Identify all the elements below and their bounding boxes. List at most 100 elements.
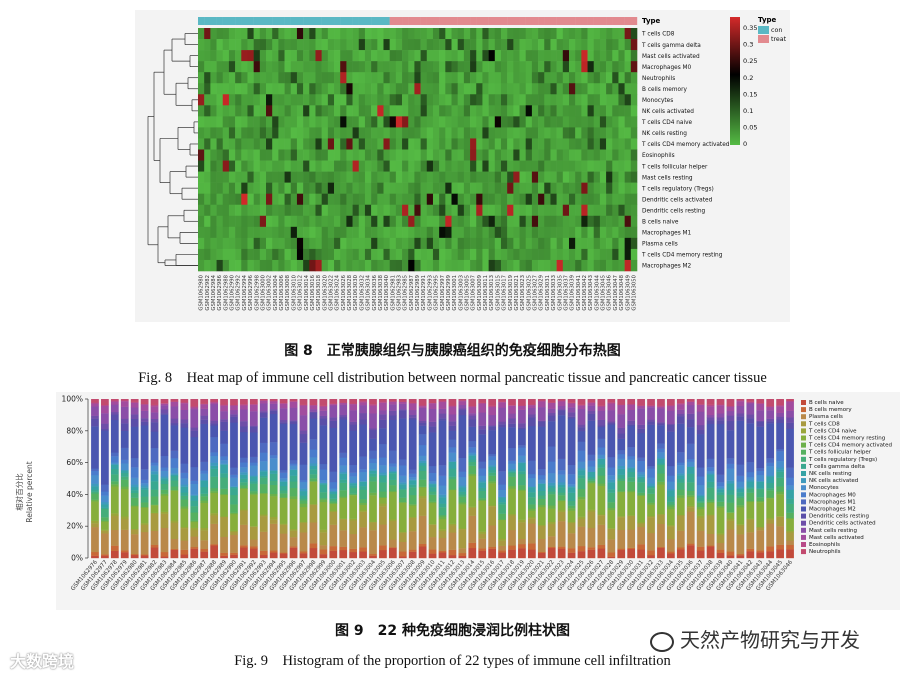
bar-segment: [339, 518, 348, 520]
heatmap-cell: [494, 116, 502, 128]
heatmap-cell: [476, 116, 483, 128]
bar-segment: [567, 521, 576, 524]
heatmap-cell: [334, 61, 341, 73]
bar-segment: [170, 418, 179, 424]
row-dendrogram: [147, 33, 198, 266]
heatmap-cell: [426, 182, 434, 194]
bar-segment: [547, 402, 556, 409]
bar-segment: [637, 544, 645, 550]
bar-segment: [259, 477, 268, 485]
heatmap-cell: [507, 259, 514, 272]
heatmap-cell: [364, 160, 372, 172]
heatmap-cell: [544, 215, 551, 228]
bar-segment: [637, 495, 645, 523]
heatmap-cell: [568, 171, 576, 183]
bar-segment: [448, 525, 457, 533]
bar-segment: [766, 421, 775, 424]
bar-segment: [567, 492, 576, 502]
heatmap-cell: [612, 193, 619, 206]
heatmap-cell: [315, 28, 322, 40]
heatmap-cell: [259, 215, 267, 228]
heatmap-cell: [235, 160, 242, 172]
heatmap-cell: [420, 160, 428, 172]
bar-segment: [716, 533, 725, 536]
bar-segment: [388, 466, 397, 472]
bar-segment: [547, 494, 556, 506]
bar-segment: [150, 406, 159, 413]
bar-segment: [746, 532, 755, 549]
annotation-cell: [470, 17, 477, 25]
heatmap-cell: [426, 83, 434, 95]
heatmap-cell: [445, 259, 452, 272]
heatmap-cell: [284, 50, 292, 62]
bar-segment: [458, 404, 467, 409]
bar-segment: [91, 399, 99, 403]
bar-segment: [329, 546, 338, 551]
bar-segment: [339, 549, 348, 559]
heatmap-cell: [364, 226, 372, 239]
heatmap-cell: [383, 61, 390, 73]
bar-segment: [527, 407, 536, 415]
heatmap-cell: [531, 160, 539, 172]
bar-segment: [637, 478, 645, 483]
bar-segment: [617, 549, 626, 559]
bar-segment: [736, 399, 745, 401]
heatmap-cell: [550, 160, 557, 172]
legend-label: Monocytes: [809, 485, 839, 491]
heatmap-cell: [334, 237, 341, 250]
bar-segment: [190, 409, 199, 428]
bar-segment: [508, 476, 516, 487]
annotation-cell: [457, 17, 465, 25]
heatmap-cell: [266, 149, 273, 161]
heatmap-cell: [575, 149, 582, 161]
bar-segment: [756, 474, 765, 482]
heatmap-cell: [210, 193, 217, 206]
heatmap-cell: [352, 204, 360, 217]
bar-segment: [120, 518, 129, 530]
bar-segment: [587, 471, 596, 473]
bar-segment: [319, 499, 328, 503]
bar-segment: [458, 491, 467, 495]
bar-segment: [686, 401, 695, 402]
bar-segment: [667, 553, 675, 559]
heatmap-column-label: GSM1063037: [563, 275, 569, 311]
heatmap-cell: [562, 39, 570, 51]
bar-segment: [756, 481, 765, 489]
bar-segment: [269, 516, 278, 520]
bar-segment: [359, 402, 367, 406]
heatmap-cell: [259, 226, 267, 239]
heatmap-cell: [247, 226, 254, 239]
bar-segment: [319, 418, 328, 426]
bar-segment: [607, 402, 616, 404]
heatmap-cell: [494, 215, 502, 228]
heatmap-cell: [340, 160, 347, 172]
heatmap-cell: [395, 83, 403, 95]
bar-segment: [597, 544, 606, 549]
heatmap-cell: [544, 193, 551, 206]
heatmap-cell: [216, 83, 224, 95]
bar-segment: [359, 547, 367, 552]
bar-segment: [448, 439, 457, 448]
heatmap-cell: [599, 72, 607, 84]
heatmap-cell: [395, 39, 403, 51]
heatmap-cell: [500, 105, 508, 117]
bar-segment: [547, 523, 556, 537]
bar-segment: [279, 481, 288, 487]
heatmap-cell: [587, 39, 595, 51]
bar-segment: [498, 484, 506, 490]
bar-segment: [359, 471, 367, 482]
bar-segment: [696, 495, 705, 498]
bar-segment: [766, 490, 775, 498]
heatmap-cell: [568, 50, 576, 62]
bar-segment: [230, 513, 238, 531]
bar-segment: [329, 404, 338, 406]
heatmap-cell: [618, 28, 625, 40]
bar-segment: [408, 403, 417, 411]
bar-segment: [230, 422, 238, 468]
bar-segment: [627, 459, 636, 468]
heatmap-cell: [451, 204, 458, 217]
bar-segment: [577, 546, 586, 552]
heatmap-cell: [204, 72, 211, 84]
bar-segment: [766, 546, 775, 552]
annotation-cell: [346, 17, 353, 25]
